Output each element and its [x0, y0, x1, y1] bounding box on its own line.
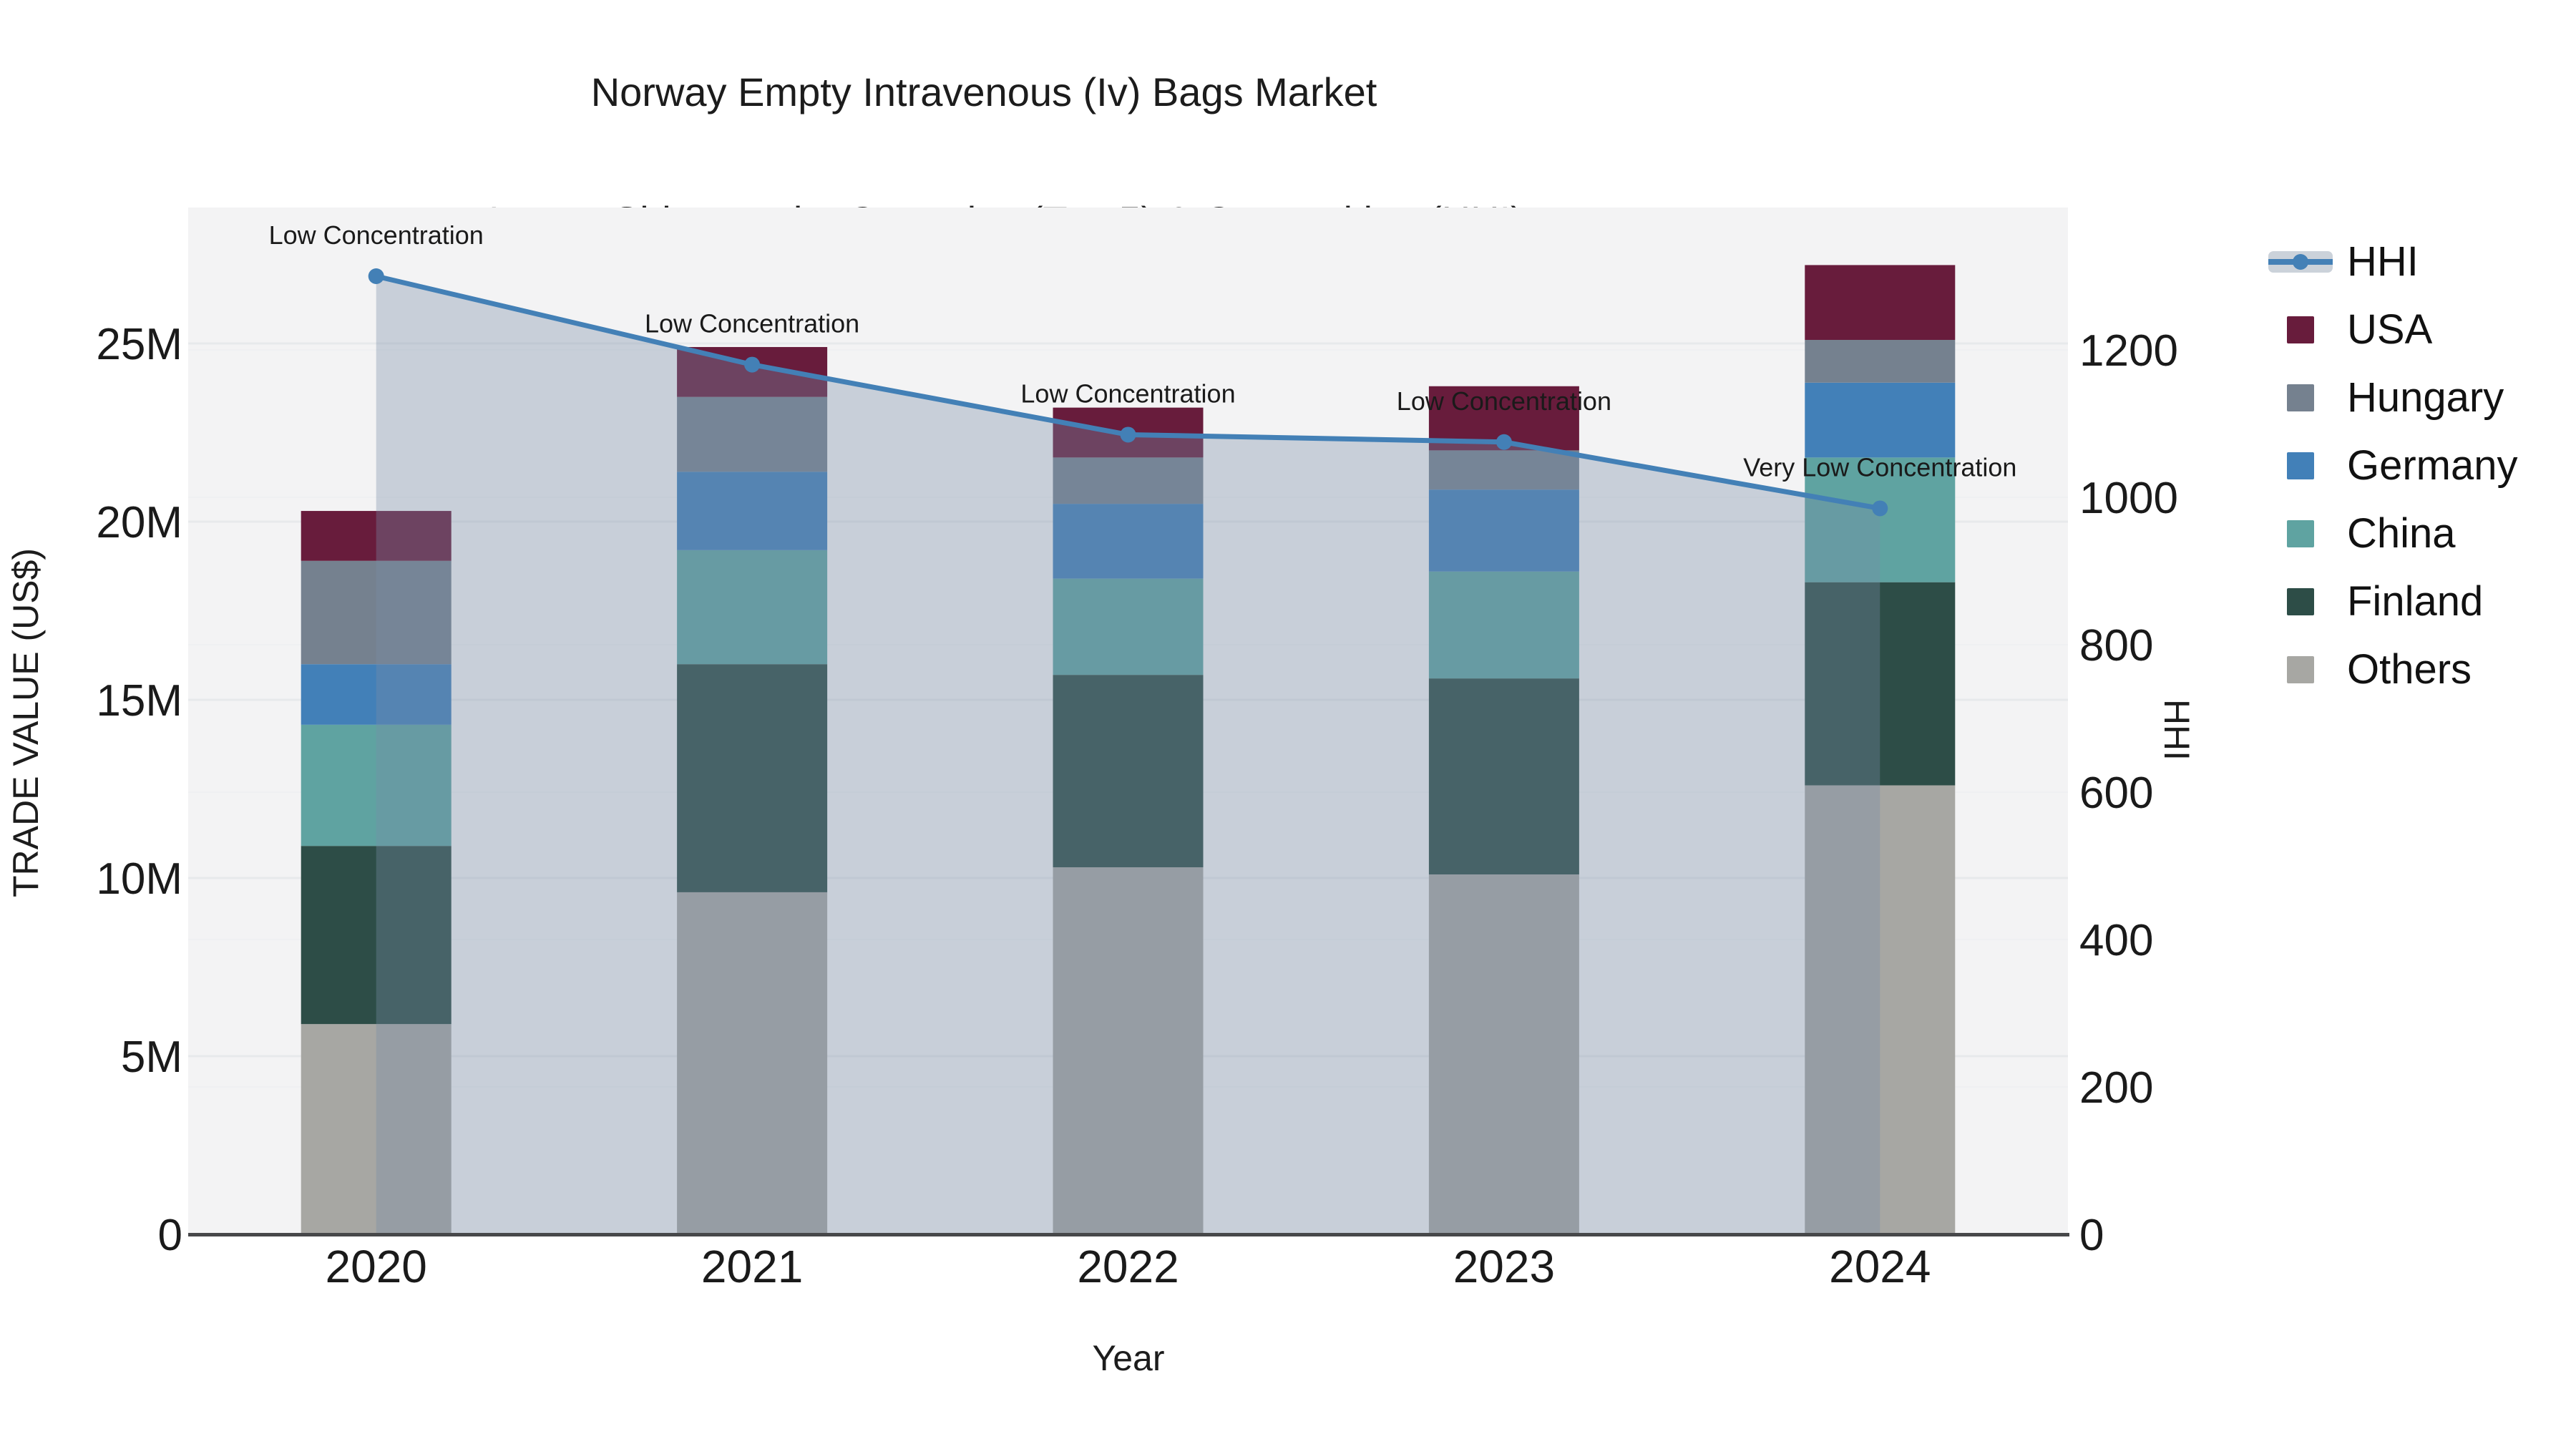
bar-segment-others-2022 — [1053, 867, 1204, 1234]
bar-segment-china-2020 — [301, 724, 452, 847]
bar-segment-china-2021 — [677, 550, 828, 665]
y-left-tick-15M: 15M — [96, 676, 182, 726]
bar-segment-others-2024 — [1805, 785, 1956, 1234]
hhi-line-icon — [2265, 250, 2336, 273]
legend: HHI USA Hungary Germany China Finland Others — [2265, 228, 2518, 703]
bar-segment-hungary-2020 — [301, 560, 452, 665]
legend-label: China — [2347, 510, 2456, 557]
bar-segment-usa-2020 — [301, 511, 452, 561]
bar-segment-china-2023 — [1428, 571, 1579, 679]
legend-label: Germany — [2347, 442, 2518, 489]
hungary-swatch-icon — [2265, 384, 2336, 411]
x-tick-2022: 2022 — [1077, 1241, 1179, 1292]
y-right-tick-600: 600 — [2079, 769, 2153, 818]
legend-item-hhi[interactable]: HHI — [2265, 228, 2518, 296]
x-axis-line — [188, 1233, 2069, 1236]
legend-label: Finland — [2347, 578, 2484, 625]
bar-segment-others-2020 — [301, 1024, 452, 1234]
x-tick-2020: 2020 — [326, 1241, 427, 1292]
y-right-tick-1200: 1200 — [2079, 326, 2178, 376]
china-swatch-icon — [2265, 519, 2336, 547]
others-swatch-icon — [2265, 655, 2336, 683]
bar-segment-finland-2021 — [677, 664, 828, 892]
bar-segment-germany-2022 — [1053, 504, 1204, 579]
bar-segment-others-2023 — [1428, 874, 1579, 1234]
annotation-2023: Low Concentration — [1397, 386, 1611, 416]
finland-swatch-icon — [2265, 587, 2336, 615]
legend-label: HHI — [2347, 238, 2419, 285]
legend-item-others[interactable]: Others — [2265, 635, 2518, 703]
bar-segment-germany-2020 — [301, 664, 452, 725]
germany-swatch-icon — [2265, 452, 2336, 479]
y-right-tick-1000: 1000 — [2079, 474, 2178, 523]
bar-segment-china-2022 — [1053, 578, 1204, 675]
y-right-tick-200: 200 — [2079, 1063, 2153, 1113]
bar-segment-finland-2023 — [1428, 678, 1579, 875]
bar-segment-hungary-2021 — [677, 396, 828, 472]
bar-segment-finland-2022 — [1053, 675, 1204, 868]
bar-segment-germany-2021 — [677, 472, 828, 550]
legend-label: Others — [2347, 646, 2472, 693]
annotation-2022: Low Concentration — [1020, 379, 1235, 408]
bar-segment-finland-2024 — [1805, 582, 1956, 786]
usa-swatch-icon — [2265, 316, 2336, 343]
y-left-tick-5M: 5M — [121, 1033, 182, 1082]
legend-item-china[interactable]: China — [2265, 499, 2518, 567]
y-left-tick-0: 0 — [158, 1211, 182, 1260]
hhi-marker-2023 — [1496, 434, 1512, 450]
y-left-tick-25M: 25M — [96, 320, 182, 369]
legend-label: USA — [2347, 306, 2433, 353]
hhi-marker-2022 — [1120, 426, 1136, 443]
y-axis-title-left: TRADE VALUE (US$) — [6, 547, 46, 898]
y-left-tick-10M: 10M — [96, 854, 182, 904]
chart-title-line1: Norway Empty Intravenous (Iv) Bags Marke… — [590, 69, 1377, 114]
bar-segment-china-2024 — [1805, 457, 1956, 582]
bar-segment-hungary-2023 — [1428, 450, 1579, 490]
bar-segment-usa-2024 — [1805, 265, 1956, 341]
y-right-tick-0: 0 — [2079, 1211, 2104, 1260]
y-left-tick-20M: 20M — [96, 498, 182, 547]
bar-segment-hungary-2024 — [1805, 340, 1956, 383]
annotation-2024: Very Low Concentration — [1743, 452, 2016, 482]
bar-segment-germany-2024 — [1805, 382, 1956, 458]
x-tick-2021: 2021 — [701, 1241, 803, 1292]
x-axis-title: Year — [1092, 1338, 1165, 1378]
y-right-tick-400: 400 — [2079, 916, 2153, 965]
y-right-tick-800: 800 — [2079, 621, 2153, 670]
y-axis-title-right: HHI — [2157, 698, 2197, 761]
hhi-area-fill — [376, 276, 1880, 1233]
hhi-marker-2020 — [368, 268, 384, 284]
bar-segment-germany-2023 — [1428, 489, 1579, 572]
bar-segment-others-2021 — [677, 892, 828, 1234]
annotation-2020: Low Concentration — [269, 220, 484, 250]
bar-segment-finland-2020 — [301, 846, 452, 1025]
legend-item-usa[interactable]: USA — [2265, 296, 2518, 364]
bar-segment-hungary-2022 — [1053, 457, 1204, 504]
legend-item-finland[interactable]: Finland — [2265, 567, 2518, 635]
legend-label: Hungary — [2347, 374, 2504, 421]
x-tick-2023: 2023 — [1453, 1241, 1555, 1292]
x-tick-2024: 2024 — [1829, 1241, 1931, 1292]
hhi-marker-2024 — [1872, 500, 1888, 517]
legend-item-germany[interactable]: Germany — [2265, 431, 2518, 499]
hhi-marker-2021 — [744, 356, 761, 373]
annotation-2021: Low Concentration — [645, 309, 859, 338]
legend-item-hungary[interactable]: Hungary — [2265, 364, 2518, 431]
